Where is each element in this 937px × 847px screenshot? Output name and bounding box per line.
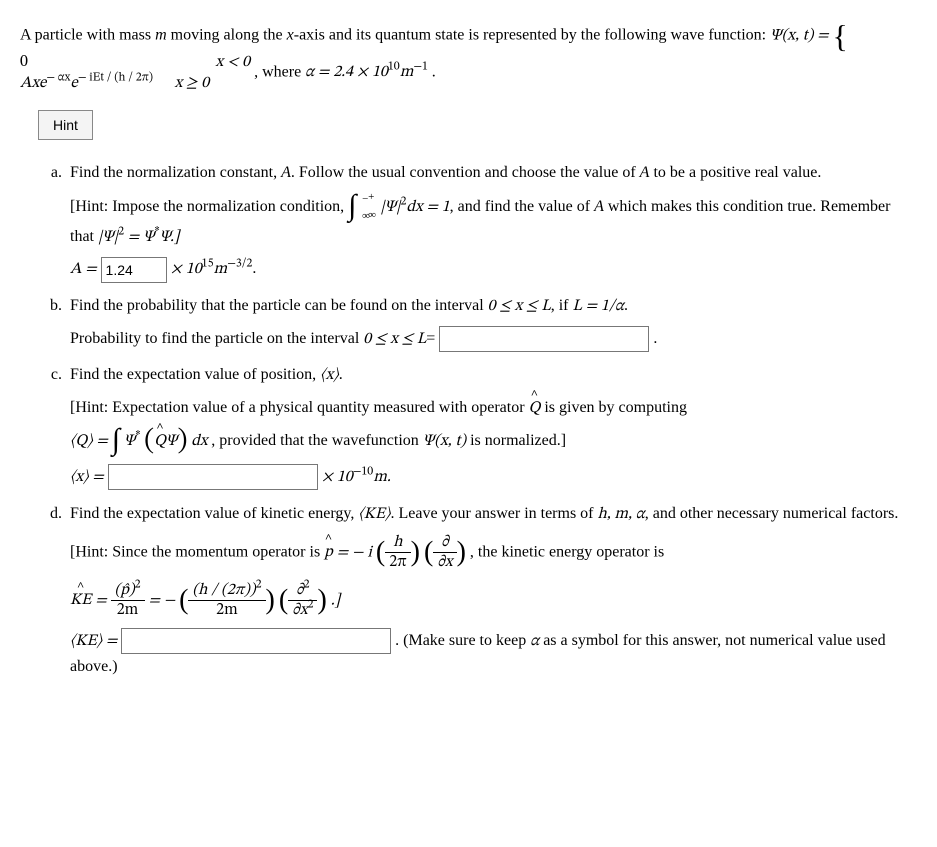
d-hint: [Hint: Since the momentum operator is p …	[70, 533, 917, 572]
expectation-integral: ∫	[112, 425, 120, 458]
problem-statement: A particle with mass m moving along the …	[20, 20, 917, 94]
hint-button[interactable]: Hint	[38, 110, 93, 140]
part-b: Find the probability that the particle c…	[66, 293, 917, 352]
alpha-value: α = 2.4 × 1010m−1	[305, 64, 432, 80]
normalization-integral: ∫ + ∞ − ∞	[348, 191, 356, 224]
piecewise-defn: 0 x < 0 Axe− αxe− iEt / (h / 2π) x ≥ 0	[20, 52, 250, 94]
c-answer-input[interactable]	[108, 464, 318, 490]
part-d: Find the expectation value of kinetic en…	[66, 501, 917, 681]
parts-list: Find the normalization constant, A. Foll…	[20, 160, 917, 680]
b-answer-row: Probability to find the particle on the …	[70, 326, 917, 353]
problem-body: A particle with mass m moving along the …	[20, 20, 917, 680]
d-ke-operator: KE = (p̂)2 2m = − ( (h / (2π))2 2m ) ( ∂…	[70, 581, 917, 620]
ke-hat: KE	[70, 588, 91, 614]
a-answer-row: A = × 1015m−3/2.	[70, 256, 917, 283]
a-hint: [Hint: Impose the normalization conditio…	[70, 191, 917, 250]
d-answer-row: ⟨KE⟩ = . (Make sure to keep α as a symbo…	[70, 628, 917, 680]
part-a: Find the normalization constant, A. Foll…	[66, 160, 917, 283]
d-answer-input[interactable]	[121, 628, 391, 654]
c-answer-row: ⟨x⟩ = × 10−10m.	[70, 464, 917, 491]
a-answer-input[interactable]	[101, 257, 167, 283]
intro-text: A particle with mass	[20, 27, 155, 44]
part-c: Find the expectation value of position, …	[66, 362, 917, 490]
b-answer-input[interactable]	[439, 326, 649, 352]
wavefn-lhs: Ψ(x, t) =	[770, 28, 832, 44]
c-hint: [Hint: Expectation value of a physical q…	[70, 395, 917, 458]
open-brace: {	[832, 20, 847, 52]
